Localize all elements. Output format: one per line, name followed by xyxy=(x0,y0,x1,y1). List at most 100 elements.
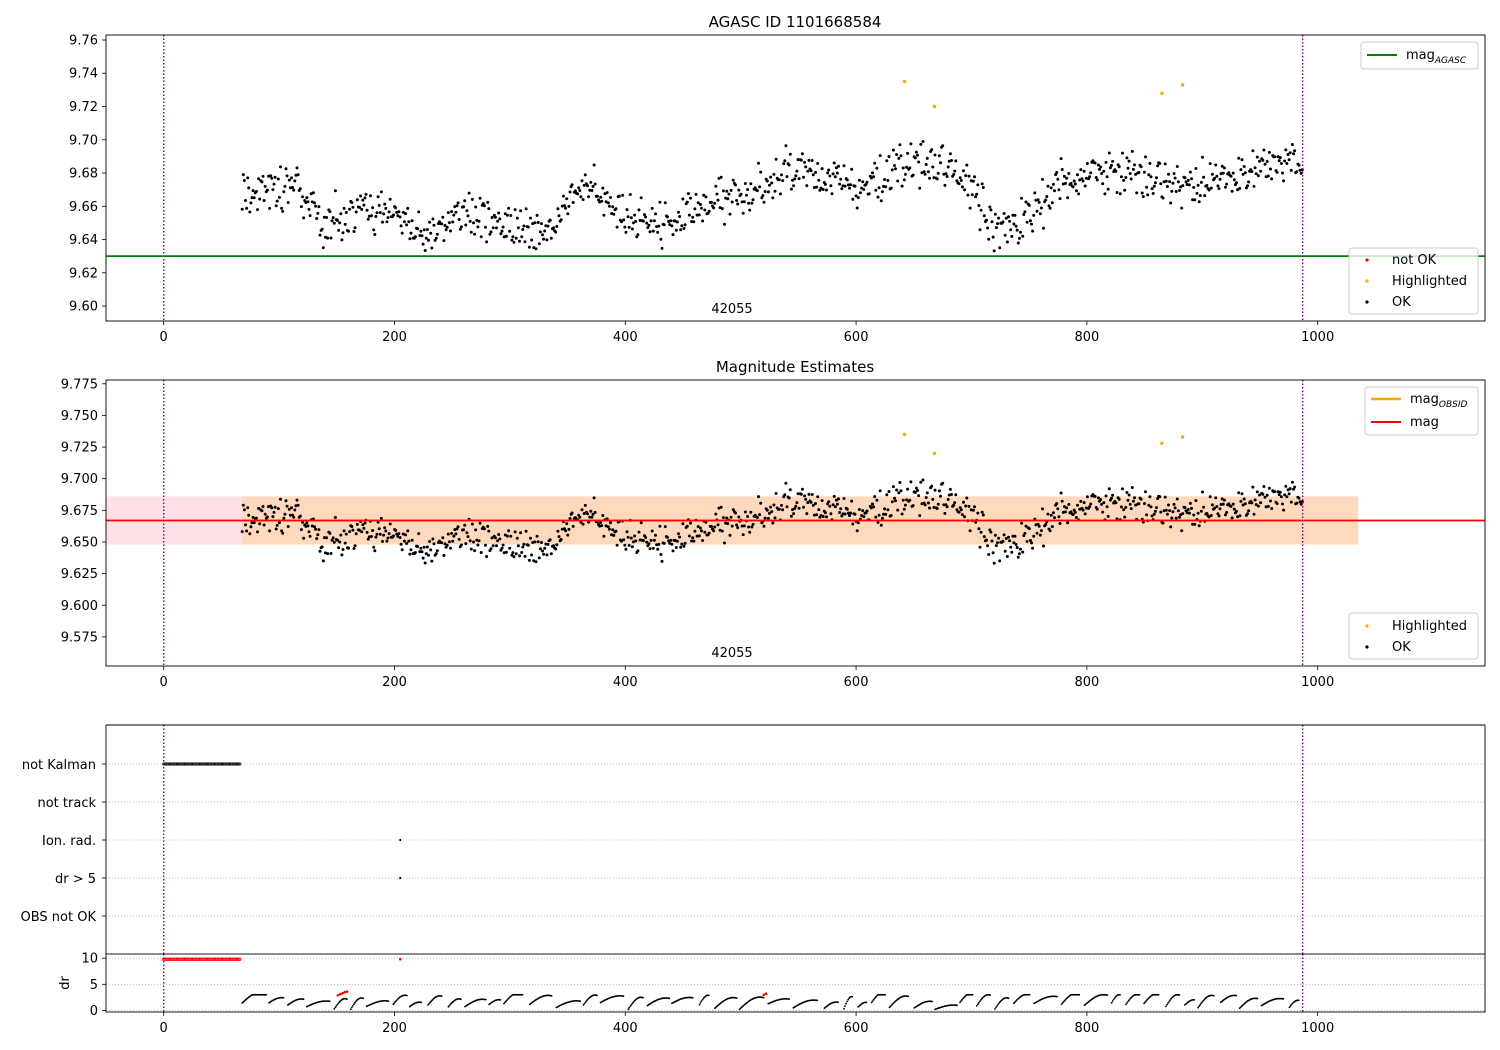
dr-point xyxy=(265,993,267,996)
data-point xyxy=(971,179,975,183)
data-point xyxy=(382,212,386,216)
data-point xyxy=(275,523,279,527)
data-point xyxy=(518,554,521,558)
data-point xyxy=(704,195,708,199)
dr-point xyxy=(346,998,348,1000)
data-point xyxy=(408,552,412,556)
data-point xyxy=(506,534,509,538)
data-point xyxy=(1187,511,1191,515)
data-point xyxy=(1083,184,1087,188)
data-point xyxy=(1193,198,1197,202)
data-point xyxy=(917,494,921,498)
dr-point xyxy=(845,1002,847,1005)
data-point xyxy=(953,169,957,173)
data-point xyxy=(905,498,908,502)
data-point xyxy=(731,178,735,182)
data-point xyxy=(659,237,663,241)
data-point xyxy=(735,199,739,202)
data-point xyxy=(919,142,923,146)
data-point xyxy=(838,182,842,186)
data-point xyxy=(1057,188,1061,192)
data-point xyxy=(1171,510,1175,514)
dr-point xyxy=(872,998,875,1001)
data-point xyxy=(873,161,877,165)
data-point xyxy=(861,509,865,513)
data-point xyxy=(1126,498,1130,502)
data-point xyxy=(627,543,631,547)
dr-point xyxy=(622,995,625,998)
data-point xyxy=(538,230,542,234)
dr-point xyxy=(735,997,738,999)
data-point xyxy=(666,215,669,219)
data-point xyxy=(1046,184,1050,188)
data-point xyxy=(765,179,769,183)
dr-point xyxy=(1113,997,1116,999)
data-point xyxy=(1242,497,1246,501)
y-tick-label: 9.60 xyxy=(69,300,98,315)
data-point xyxy=(820,167,824,171)
data-point xyxy=(484,543,487,547)
data-point xyxy=(930,484,934,488)
data-point xyxy=(394,206,398,210)
data-point xyxy=(759,170,763,174)
data-point xyxy=(457,218,461,221)
dr-point xyxy=(846,1000,848,1003)
data-point xyxy=(994,226,998,230)
data-point xyxy=(612,212,616,216)
data-point xyxy=(857,508,861,511)
data-point xyxy=(1239,499,1243,503)
data-point xyxy=(484,225,487,229)
data-point xyxy=(315,217,319,220)
data-point xyxy=(1181,184,1185,188)
data-point xyxy=(1016,555,1020,559)
data-point xyxy=(1176,180,1180,184)
dr-point xyxy=(579,1000,581,1003)
data-point xyxy=(361,198,365,202)
data-point xyxy=(1023,531,1027,535)
x-tick-label: 600 xyxy=(844,675,869,690)
dr-point xyxy=(550,994,553,997)
dr-point xyxy=(1064,998,1067,1001)
data-point xyxy=(507,206,511,210)
data-point xyxy=(794,504,798,508)
data-point xyxy=(882,184,885,188)
data-point xyxy=(563,204,566,208)
data-point xyxy=(261,174,265,178)
data-point xyxy=(981,513,985,517)
data-point xyxy=(599,195,603,199)
data-point xyxy=(1060,499,1064,503)
data-point xyxy=(1122,508,1126,512)
data-point xyxy=(1253,498,1257,502)
data-point xyxy=(540,222,543,226)
data-point xyxy=(802,175,805,179)
data-point xyxy=(687,213,691,217)
data-point xyxy=(793,177,797,181)
data-point xyxy=(911,504,915,508)
data-point xyxy=(728,212,732,216)
data-point xyxy=(352,547,356,550)
data-point xyxy=(1101,182,1105,186)
data-point xyxy=(869,176,873,180)
data-point xyxy=(331,216,335,220)
data-point xyxy=(678,215,682,218)
data-point xyxy=(424,236,428,240)
data-point xyxy=(526,225,530,229)
data-point xyxy=(1180,206,1184,210)
data-point xyxy=(1105,175,1109,179)
data-point xyxy=(799,492,803,496)
data-point xyxy=(581,198,585,202)
data-point xyxy=(370,535,373,538)
data-point xyxy=(1102,169,1106,173)
data-point xyxy=(614,207,618,211)
highlighted-point xyxy=(932,104,937,109)
data-point xyxy=(680,542,684,546)
data-point xyxy=(875,166,879,170)
data-point xyxy=(960,185,964,189)
data-point xyxy=(581,522,585,526)
data-point xyxy=(1275,502,1279,505)
data-point xyxy=(685,524,689,528)
data-point xyxy=(421,556,425,560)
data-point xyxy=(990,220,994,224)
data-point xyxy=(422,228,426,232)
data-point xyxy=(1114,501,1118,505)
